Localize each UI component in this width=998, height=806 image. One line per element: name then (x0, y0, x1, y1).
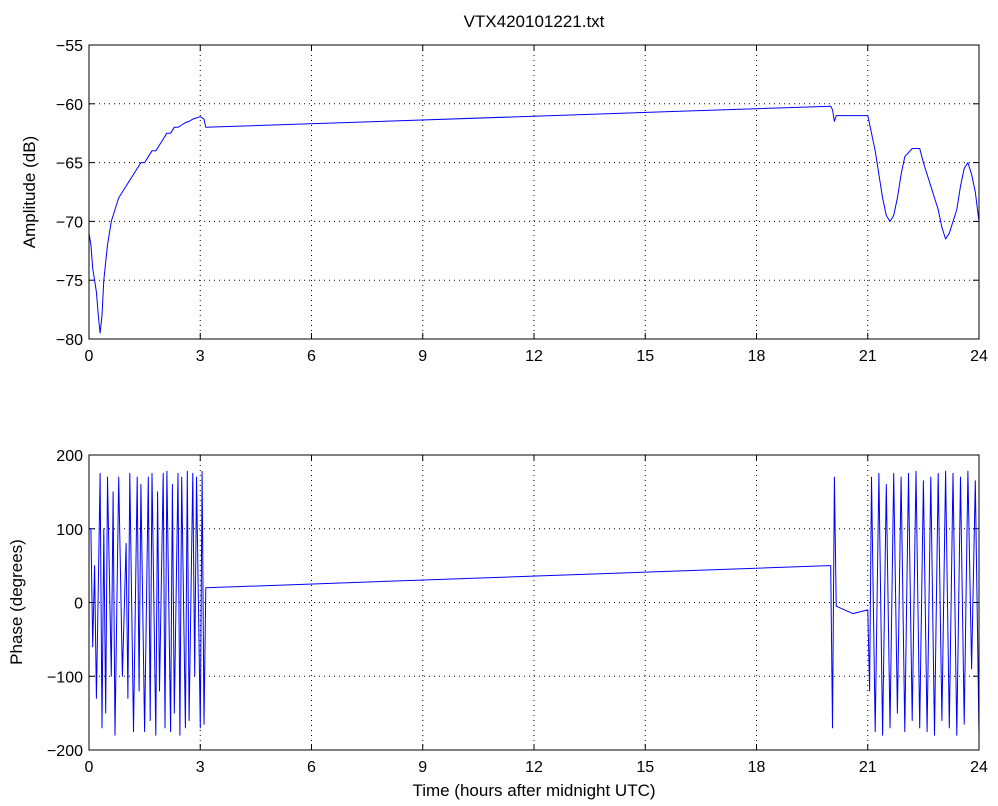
amplitude-y-tick-label: −65 (56, 156, 83, 173)
phase-x-tick-label: 9 (418, 759, 427, 776)
phase-y-tick-label: 100 (56, 522, 83, 539)
phase-x-tick-label: 21 (859, 759, 877, 776)
chart-title: VTX420101221.txt (464, 12, 605, 31)
phase-y-axis-label: Phase (degrees) (7, 539, 26, 665)
amplitude-y-tick-label: −75 (56, 273, 83, 290)
phase-x-tick-label: 6 (307, 759, 316, 776)
amplitude-y-tick-label: −60 (56, 97, 83, 114)
amplitude-y-tick-label: −70 (56, 214, 83, 231)
amplitude-ticks: 0 3 6 9 12 15 18 21 24 −80 −75 −70 −65 −60 −55 (56, 38, 988, 365)
phase-series-line (89, 470, 980, 736)
amplitude-x-tick-label: 15 (636, 348, 654, 365)
phase-x-tick-label: 15 (636, 759, 654, 776)
amplitude-y-axis-label: Amplitude (dB) (20, 136, 39, 248)
amplitude-x-tick-label: 6 (307, 348, 316, 365)
phase-series-group (89, 470, 980, 736)
phase-x-tick-label: 12 (525, 759, 543, 776)
amplitude-x-tick-label: 18 (748, 348, 766, 365)
phase-grid (89, 455, 979, 750)
amplitude-x-tick-label: 24 (970, 348, 988, 365)
phase-y-tick-label: 200 (56, 448, 83, 465)
amplitude-series-group (88, 105, 980, 334)
amplitude-x-tick-label: 12 (525, 348, 543, 365)
phase-x-tick-label: 3 (196, 759, 205, 776)
amplitude-x-tick-label: 3 (196, 348, 205, 365)
amplitude-y-tick-label: −55 (56, 38, 83, 55)
phase-y-tick-label: 0 (74, 596, 83, 613)
phase-y-tick-label: −200 (47, 743, 83, 760)
amplitude-y-tick-label: −80 (56, 332, 83, 349)
amplitude-axes-frame (88, 44, 980, 340)
phase-axes-frame (88, 454, 980, 751)
phase-x-tick-label: 24 (970, 759, 988, 776)
phase-x-tick-label: 0 (85, 759, 94, 776)
phase-subplot: 0 3 6 9 12 15 18 21 24 −200 −100 0 100 200 Phase (deg… (7, 448, 988, 800)
amplitude-grid (89, 45, 979, 339)
phase-x-tick-label: 18 (748, 759, 766, 776)
amplitude-series-line (88, 105, 980, 334)
phase-ticks: 0 3 6 9 12 15 18 21 24 −200 −100 0 100 200 (47, 448, 988, 776)
amplitude-subplot: VTX420101221.txt 0 3 6 9 12 15 18 21 24 −80 −75 −70… (20, 12, 988, 365)
amplitude-x-tick-label: 0 (85, 348, 94, 365)
x-axis-label: Time (hours after midnight UTC) (412, 781, 655, 800)
phase-y-tick-label: −100 (47, 669, 83, 686)
amplitude-x-tick-label: 9 (418, 348, 427, 365)
amplitude-x-tick-label: 21 (859, 348, 877, 365)
